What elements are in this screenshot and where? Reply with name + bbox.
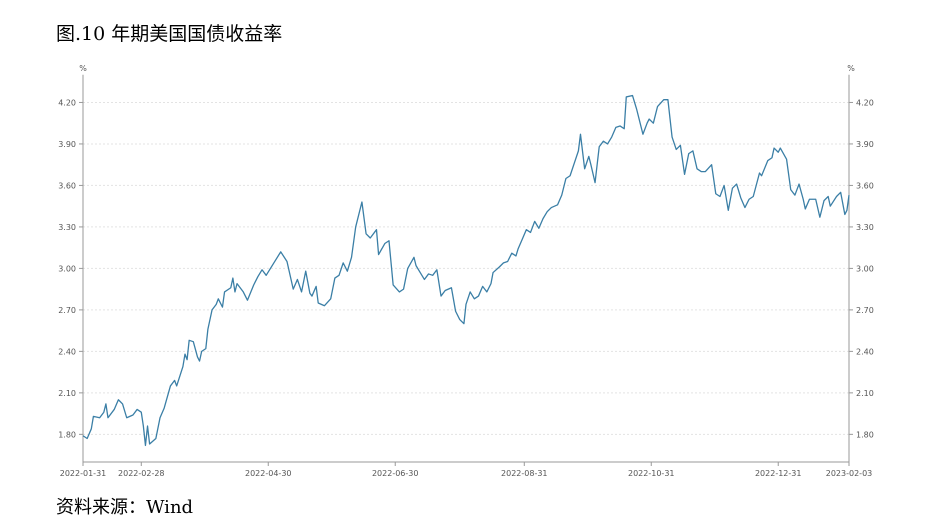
x-tick-label: 2022-01-31 [60,469,107,478]
y-tick-label: 3.00 [58,264,76,273]
y2-unit: % [847,64,855,73]
x-tick-label: 2022-12-31 [755,469,802,478]
source: 资料来源：Wind [56,497,193,518]
y2-tick-label: 3.30 [856,223,874,232]
chart-title: 图.10 年期美国国债收益率 [56,23,282,45]
x-tick-label: 2022-08-31 [501,469,548,478]
y2-tick-label: 3.90 [856,140,874,149]
x-tick-label: 2022-06-30 [372,469,419,478]
x-tick-label: 2022-02-28 [118,469,165,478]
y2-tick-label: 2.70 [856,306,874,315]
x-tick-label: 2022-10-31 [628,469,675,478]
y-tick-label: 2.40 [58,347,76,356]
x-tick-label: 2023-02-03 [826,469,873,478]
y2-tick-label: 4.20 [856,98,874,107]
y-tick-label: 4.20 [58,98,76,107]
y2-tick-label: 2.40 [856,347,874,356]
y-tick-label: 3.60 [58,181,76,190]
y2-tick-label: 2.10 [856,389,874,398]
y-unit: % [79,64,87,73]
y-tick-label: 1.80 [58,430,76,439]
y-tick-label: 2.70 [58,306,76,315]
line [82,94,850,447]
y2-tick-label: 3.00 [856,264,874,273]
y2-tick-label: 1.80 [856,430,874,439]
y2-tick-label: 3.60 [856,181,874,190]
x-tick-label: 2022-04-30 [245,469,292,478]
y-tick-label: 3.90 [58,140,76,149]
y-tick-label: 2.10 [58,389,76,398]
y-tick-label: 3.30 [58,223,76,232]
